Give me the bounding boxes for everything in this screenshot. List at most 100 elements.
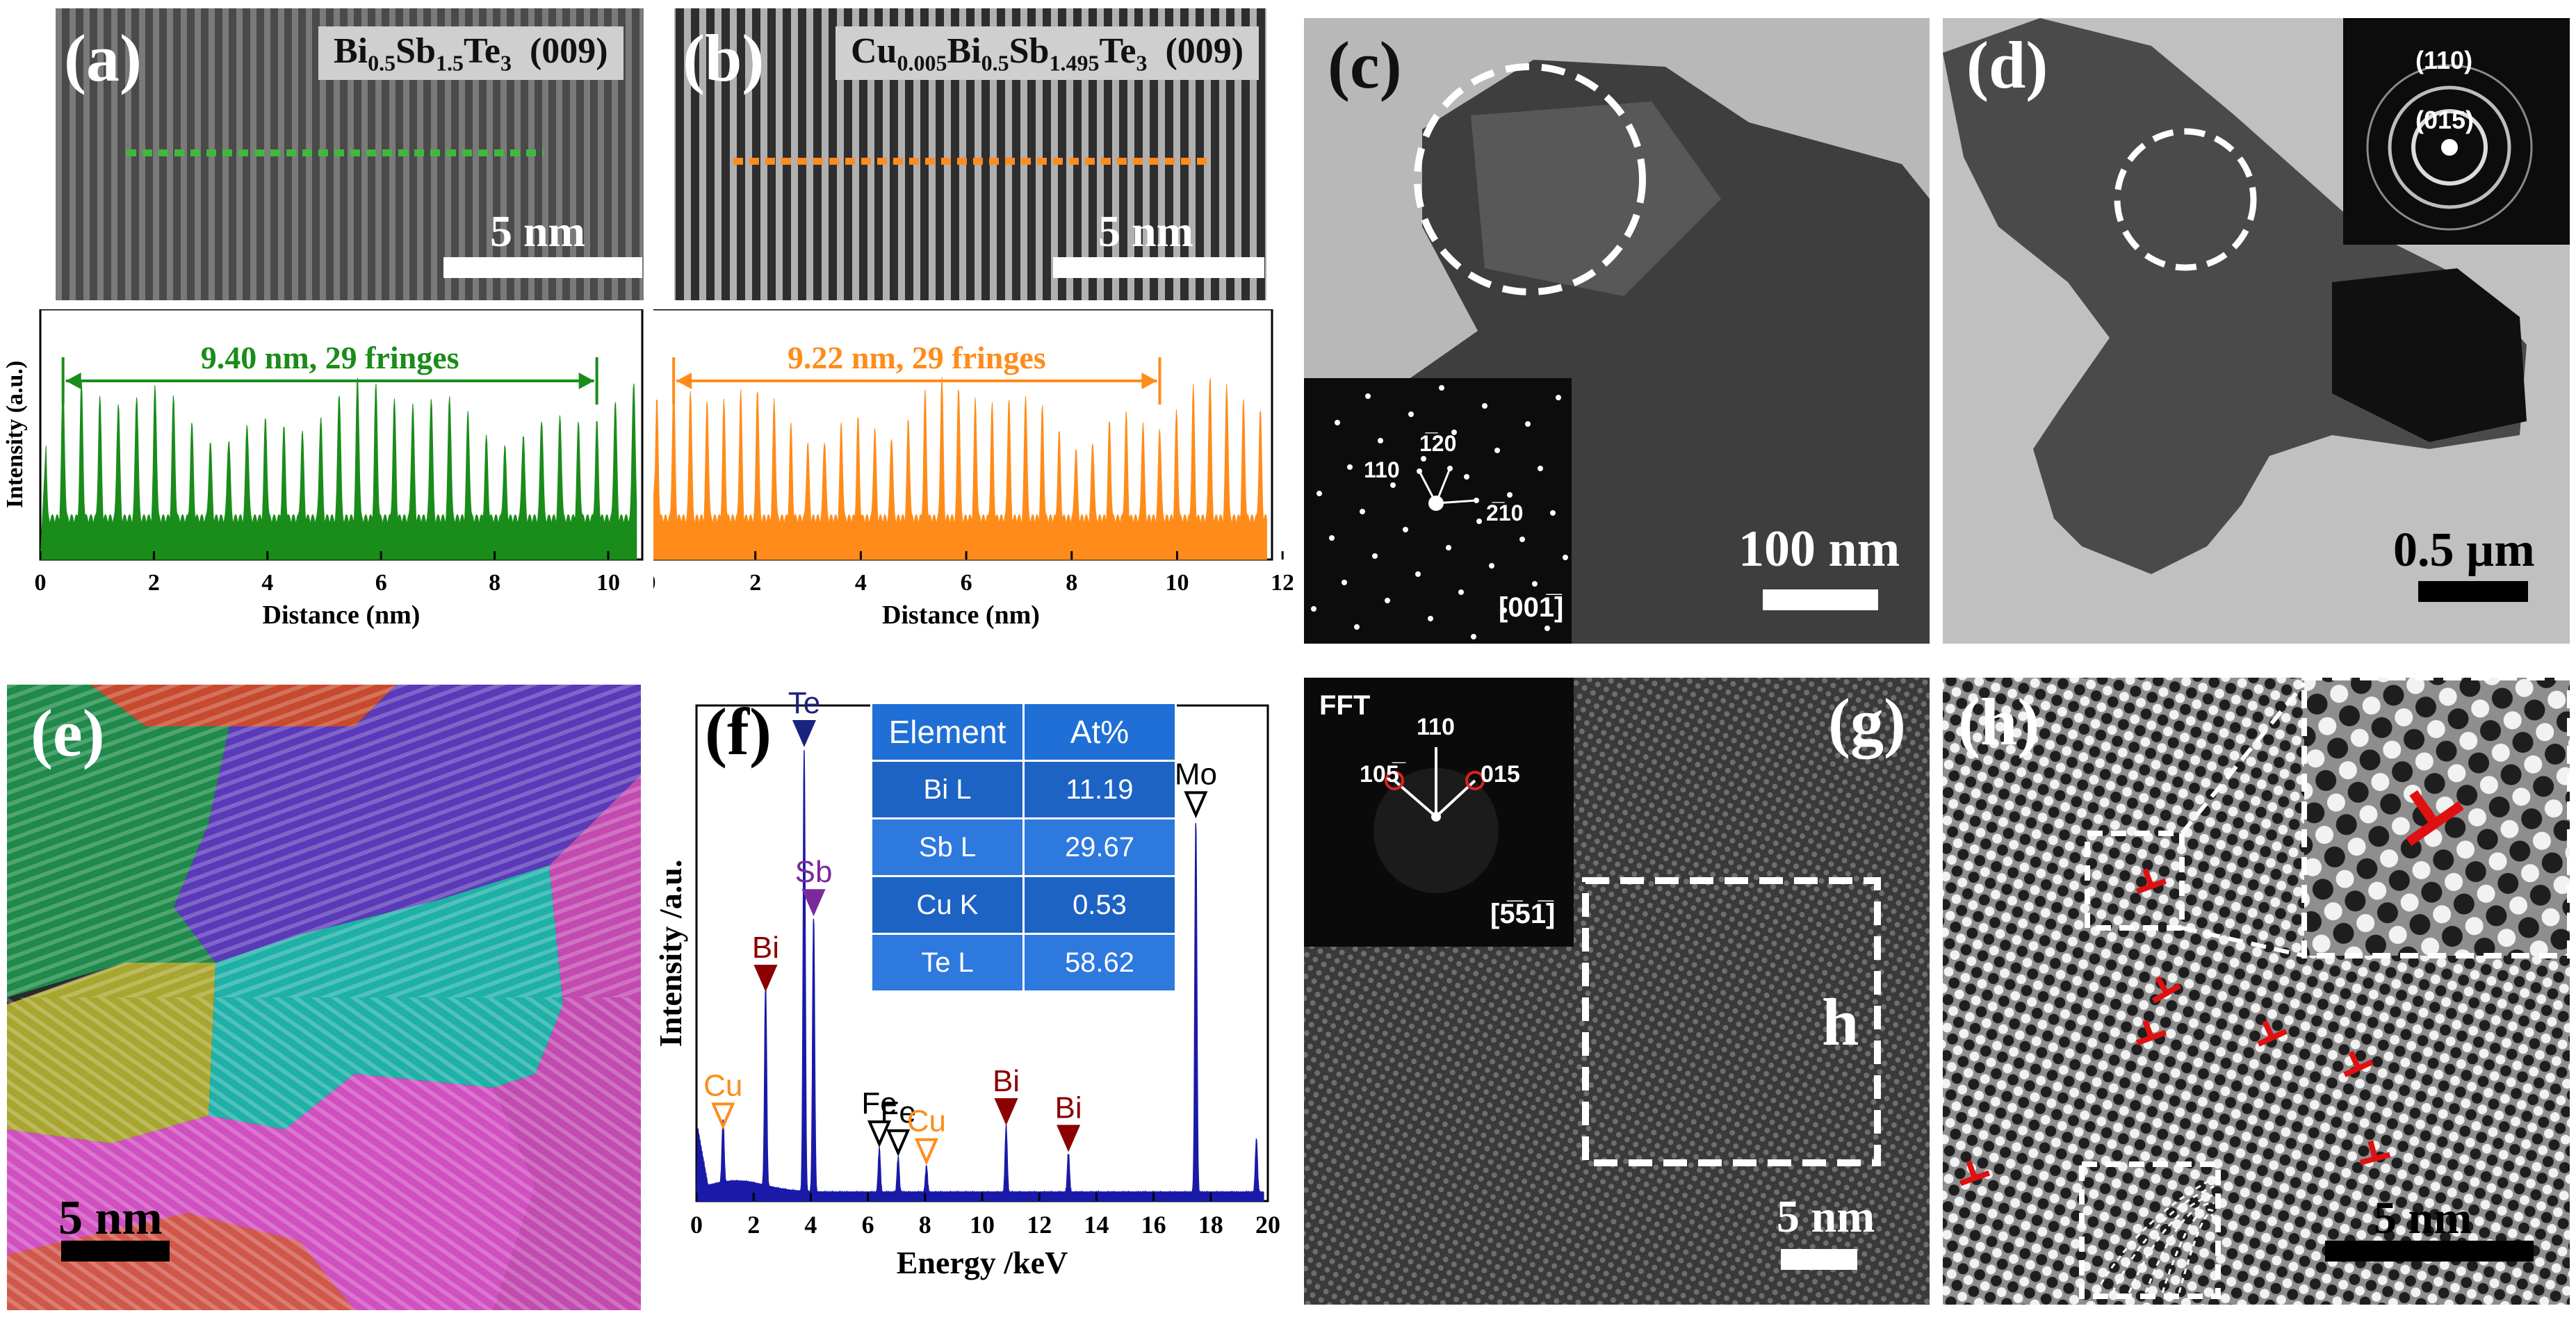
bend-lattice-line — [2161, 1209, 2215, 1294]
x-tick-label: 6 — [375, 570, 387, 596]
saed-spot — [1335, 420, 1340, 425]
scale-text-h: 5 nm — [2374, 1193, 2472, 1243]
saed-spot — [1360, 509, 1365, 514]
annotation-arrowhead-right — [1141, 373, 1157, 389]
fft-circle-015 — [1465, 771, 1485, 790]
saed-spot — [1494, 448, 1500, 453]
saed-ring-3-d — [2366, 64, 2533, 231]
x-tick-label: 10 — [970, 1211, 995, 1239]
saed-arrow-head — [1474, 498, 1479, 503]
peak-label: Cu — [907, 1104, 946, 1139]
dislocation-stem — [2409, 790, 2439, 827]
composition-tag-b: Cu0.005Bi0.5Sb1.495Te3 (009) — [835, 26, 1260, 81]
saed-spot — [1354, 624, 1360, 630]
peak-marker — [1057, 1125, 1081, 1152]
saed-spot — [1532, 581, 1538, 587]
peak-marker — [753, 965, 778, 992]
saed-spot — [1403, 527, 1408, 532]
panel-label-h: (h) — [1958, 685, 2040, 759]
saed-spot — [1489, 563, 1494, 569]
x-tick-label: 12 — [1027, 1211, 1052, 1239]
dislocation-marker — [2257, 1020, 2288, 1047]
dislocation-stem — [2348, 1050, 2361, 1070]
peak-label: Te — [788, 686, 820, 720]
dislocation-stem — [2155, 976, 2169, 995]
peak-marker — [886, 1129, 911, 1157]
x-tick-label: 2 — [747, 1211, 760, 1239]
saed-spot — [1451, 430, 1457, 435]
bend-lattice-line — [2178, 1212, 2215, 1294]
eds-table-cell: Sb L — [870, 817, 1025, 877]
dislocation-marker — [2135, 1020, 2167, 1046]
peak-label: Fe — [861, 1086, 897, 1120]
saed-spot — [1385, 598, 1390, 603]
peak-marker — [792, 720, 817, 747]
x-tick-label: 0 — [35, 570, 47, 596]
saed-spot — [1544, 626, 1550, 631]
saed-ring-110-label-d: (110) — [2415, 46, 2473, 74]
eds-table-header: Element At% — [870, 702, 1177, 762]
eds-table-row: Sb L 29.67 — [870, 817, 1177, 877]
eds-spectrum-fill — [696, 750, 1264, 1202]
x-tick-label: 8 — [1066, 570, 1077, 596]
scale-bar-d — [2418, 581, 2528, 602]
saed-arrow-head — [1417, 468, 1422, 474]
dislocation-stem — [2142, 1020, 2154, 1039]
peak-marker — [711, 1102, 735, 1130]
fft-halo — [1373, 768, 1499, 893]
x-tick-label: 12 — [1271, 570, 1293, 596]
dislocation-stem — [2262, 1020, 2275, 1039]
dislocation-marker — [2359, 1140, 2391, 1166]
saed-spot — [1501, 607, 1507, 613]
eds-table-cell: 0.53 — [1022, 875, 1177, 935]
saed-ring-015-label-d: (015) — [2415, 106, 2475, 134]
x-tick-label: 10 — [596, 570, 620, 596]
x-tick-label: 8 — [919, 1211, 931, 1239]
scale-bar-g — [1781, 1249, 1857, 1270]
saed-spot — [1329, 535, 1335, 541]
eds-table-cell: 11.19 — [1022, 760, 1177, 819]
fft-zone-axis-g: [5̅51̅] — [1490, 899, 1556, 929]
zoom-connector-top-h — [2180, 682, 2306, 835]
scale-bar-c — [1763, 589, 1878, 610]
scale-text-c: 100 nm — [1738, 521, 1900, 578]
saed-spot — [1372, 553, 1378, 559]
saed-arrow — [1435, 468, 1451, 504]
x-axis-title: Energy /keV — [897, 1245, 1068, 1280]
fft-pattern-g — [1373, 747, 1499, 893]
saed-spot — [1378, 438, 1383, 443]
intensity-profile-chart-a: 0 2 4 6 8 10 Distance (nm) Intensity (a.u.) 9.40… — [2, 309, 644, 630]
panel-label-d: (d) — [1966, 28, 2048, 102]
scale-text-b: 5 nm — [1098, 206, 1193, 256]
x-tick-label: 6 — [961, 570, 972, 596]
bend-lattice-line — [2128, 1193, 2215, 1294]
scale-text-a: 5 nm — [490, 206, 585, 256]
saed-spot-110-c: 110 — [1364, 457, 1400, 482]
x-axis-title: Distance (nm) — [263, 601, 421, 630]
saed-spot — [1476, 519, 1482, 524]
saed-spot — [1311, 606, 1316, 612]
x-tick-label: 4 — [855, 570, 867, 596]
saed-spot — [1408, 411, 1414, 417]
saed-spot — [1482, 403, 1487, 409]
eds-table-row: Bi L 11.19 — [870, 760, 1177, 819]
peak-marker — [914, 1138, 938, 1166]
saed-center-d — [2441, 139, 2458, 156]
saed-spot — [1446, 545, 1451, 550]
scale-bar-h — [2325, 1241, 2534, 1262]
fft-title-g: FFT — [1319, 690, 1371, 721]
particle-dark-core-d — [2332, 268, 2527, 442]
saed-spot — [1556, 395, 1561, 400]
peak-label: Fe — [880, 1095, 915, 1129]
scale-bar-a — [443, 257, 642, 278]
saed-spot — [1365, 393, 1371, 399]
dislocation-marker — [2151, 976, 2182, 1004]
fft-spot-105-g: 105̅ — [1360, 761, 1399, 788]
eds-table-cell: 29.67 — [1022, 817, 1177, 877]
saed-spot — [1471, 634, 1476, 639]
x-tick-label: 2 — [148, 570, 160, 596]
saed-arrow-head — [1447, 466, 1453, 471]
scale-text-e: 5 nm — [58, 1191, 163, 1245]
peak-label: Bi — [1055, 1091, 1082, 1125]
x-tick-label: 4 — [804, 1211, 817, 1239]
